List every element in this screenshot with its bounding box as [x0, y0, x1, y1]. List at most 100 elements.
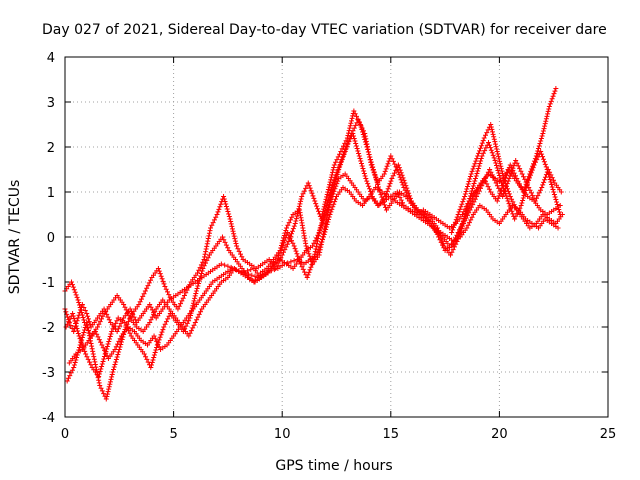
data-point: [96, 321, 102, 327]
data-point: [464, 212, 470, 218]
data-point: [329, 185, 335, 191]
data-point: [84, 354, 90, 360]
data-point: [309, 262, 315, 268]
data-point: [158, 332, 164, 338]
data-point: [368, 191, 374, 197]
data-point: [106, 339, 112, 344]
data-point: [201, 257, 207, 262]
data-point: [111, 364, 117, 370]
data-point: [323, 227, 329, 232]
data-point: [500, 183, 506, 189]
data-point: [195, 283, 201, 289]
data-point: [497, 158, 503, 164]
data-point: [200, 266, 206, 271]
data-point: [200, 259, 206, 265]
data-point: [315, 236, 321, 241]
data-point: [493, 180, 499, 186]
data-point: [97, 319, 103, 325]
data-point: [436, 230, 442, 236]
data-point: [100, 345, 106, 351]
data-point: [149, 360, 155, 365]
data-point: [101, 354, 107, 359]
data-point: [142, 288, 148, 294]
data-point: [553, 86, 559, 91]
data-point: [478, 156, 484, 161]
data-point: [382, 202, 388, 208]
data-point: [466, 210, 472, 216]
data-point: [450, 247, 456, 253]
data-point: [84, 322, 90, 328]
data-point: [195, 314, 201, 320]
data-point: [73, 292, 79, 298]
data-point: [82, 348, 88, 354]
data-point: [79, 341, 85, 347]
data-point: [513, 213, 519, 219]
plot-frame: [64, 56, 609, 418]
data-point: [76, 300, 82, 305]
data-point: [339, 157, 345, 163]
data-point: [98, 316, 104, 322]
data-point: [228, 264, 234, 270]
data-point: [187, 282, 193, 288]
data-point: [73, 357, 79, 363]
data-point: [272, 267, 278, 273]
data-point: [203, 246, 209, 252]
data-point: [533, 153, 539, 159]
data-point: [348, 120, 354, 126]
data-point: [273, 266, 279, 271]
data-point: [151, 352, 157, 358]
data-point: [314, 241, 320, 247]
data-point: [504, 195, 510, 201]
data-point: [104, 346, 110, 352]
data-point: [492, 158, 498, 163]
data-point: [116, 338, 122, 344]
data-point: [528, 190, 534, 196]
data-point: [459, 201, 465, 207]
data-point: [72, 321, 78, 326]
data-point: [149, 314, 155, 320]
data-point: [152, 336, 158, 342]
data-point: [506, 201, 512, 207]
data-point: [334, 157, 340, 163]
data-point: [144, 356, 150, 362]
data-point: [213, 214, 219, 220]
data-point: [209, 222, 215, 228]
data-point: [489, 126, 495, 132]
data-point: [229, 223, 235, 229]
data-point: [205, 236, 211, 241]
data-point: [284, 225, 290, 231]
data-point: [548, 98, 554, 104]
data-point: [329, 206, 335, 212]
data-point: [232, 236, 238, 242]
data-point: [402, 180, 408, 186]
data-point: [506, 176, 512, 181]
data-point: [299, 194, 305, 199]
data-point: [332, 199, 338, 205]
data-point: [363, 176, 369, 181]
data-point: [104, 311, 110, 317]
data-point: [295, 211, 301, 217]
data-point: [383, 166, 389, 172]
data-point: [196, 281, 202, 286]
data-point: [520, 195, 526, 201]
data-point: [401, 177, 407, 183]
data-point: [327, 212, 333, 217]
data-point: [110, 369, 116, 375]
data-point: [165, 316, 171, 322]
data-point: [312, 198, 318, 204]
data-point: [358, 158, 364, 164]
data-point: [79, 335, 85, 340]
data-point: [230, 228, 236, 234]
data-point: [293, 248, 299, 254]
data-point: [86, 330, 92, 336]
data-point: [354, 146, 360, 151]
data-point: [504, 186, 510, 192]
data-point: [313, 201, 319, 207]
data-point: [88, 362, 94, 368]
data-point: [328, 209, 334, 215]
data-point: [347, 123, 353, 129]
data-point: [279, 245, 285, 251]
data-point: [357, 156, 363, 161]
data-point: [384, 188, 390, 194]
